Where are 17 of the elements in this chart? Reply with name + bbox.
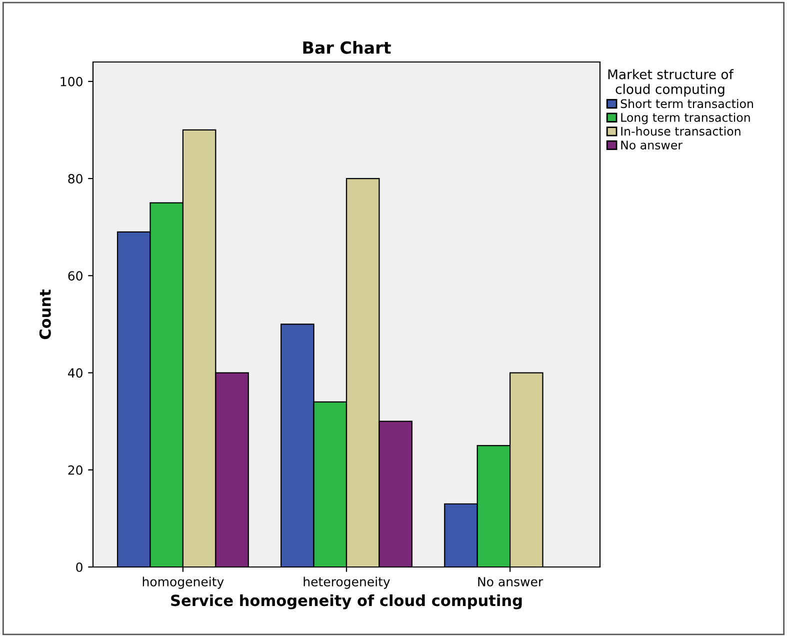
y-tick-label: 60 <box>68 271 82 281</box>
y-tick-label: 40 <box>68 368 82 378</box>
x-tick-label: No answer <box>478 577 544 586</box>
chart-title: Bar Chart <box>303 41 391 54</box>
legend-label: Short term transaction <box>620 98 753 108</box>
legend-title: Market structure of cloud computing <box>608 69 734 97</box>
y-tick-label: 80 <box>68 174 82 184</box>
legend-label: Long term transaction <box>621 112 750 124</box>
x-axis-title: Service homogeneity of cloud computing <box>171 594 522 610</box>
x-tick-label: homogeneity <box>142 576 224 589</box>
y-tick-label: 100 <box>60 76 82 86</box>
y-axis-title: Count <box>39 289 51 340</box>
legend-label: No answer <box>621 140 683 150</box>
x-tick-label: heterogeneity <box>304 576 390 589</box>
y-tick-label: 20 <box>68 465 82 475</box>
y-tick-label: 0 <box>76 562 82 572</box>
legend-label: In-house transaction <box>621 126 740 136</box>
